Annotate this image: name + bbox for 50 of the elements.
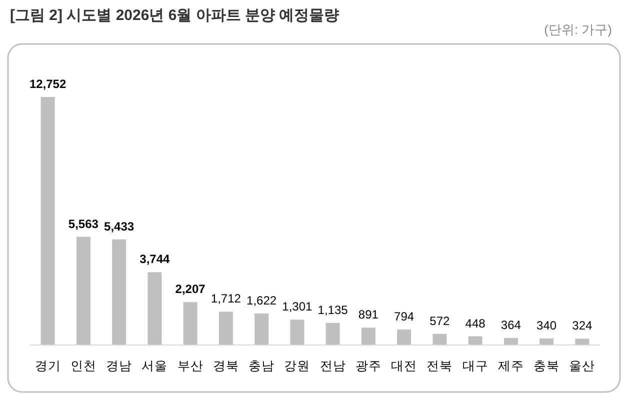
x-tick-label: 서울 — [142, 359, 168, 373]
bar — [326, 322, 340, 345]
x-tick-label: 광주 — [355, 359, 382, 373]
x-tick-label: 인천 — [70, 359, 96, 373]
x-tick-label: 전남 — [320, 359, 346, 373]
data-label: 364 — [500, 318, 522, 332]
data-label: 1,622 — [246, 293, 277, 308]
x-tick-label: 부산 — [177, 359, 204, 373]
bar — [148, 272, 162, 345]
bar — [540, 338, 554, 345]
data-label: 1,712 — [210, 292, 242, 306]
x-tick-label: 대전 — [391, 359, 418, 373]
text: (단위: 가구) — [544, 22, 612, 37]
bar — [218, 312, 233, 345]
chart-title: [그림 2] 시도별 2026년 6월 아파트 분양 예정물량 — [10, 7, 340, 24]
bar — [504, 338, 518, 345]
data-label: 1,135 — [318, 302, 348, 317]
data-label: 1,301 — [282, 300, 313, 314]
data-label: 12,752 — [29, 77, 66, 91]
x-tick-label: 충남 — [248, 359, 275, 373]
x-tick-label: 경기 — [34, 359, 61, 373]
data-label: 3,744 — [140, 252, 170, 266]
bar — [361, 328, 376, 345]
bar — [575, 338, 590, 345]
bar — [397, 330, 412, 345]
data-label: 891 — [358, 308, 379, 322]
bar — [290, 320, 304, 345]
data-label: 2,207 — [175, 282, 206, 296]
data-label: 5,433 — [104, 219, 134, 234]
data-label: 794 — [394, 310, 414, 324]
bar — [183, 302, 198, 345]
bar — [468, 336, 482, 345]
bar — [112, 239, 126, 345]
x-tick-label: 전북 — [426, 359, 453, 373]
data-label: 448 — [465, 316, 486, 330]
data-label: 324 — [572, 318, 593, 333]
bar — [254, 313, 269, 345]
bar — [432, 334, 447, 345]
bar — [40, 97, 55, 345]
x-tick-label: 경남 — [106, 359, 132, 373]
x-tick-label: 경북 — [212, 359, 239, 373]
data-label: 572 — [430, 314, 450, 328]
x-tick-label: 대구 — [462, 359, 488, 373]
bar — [76, 236, 90, 345]
data-label: 340 — [536, 318, 557, 332]
data-label: 5,563 — [68, 216, 99, 231]
x-tick-label: 충북 — [534, 359, 560, 373]
x-tick-label: 울산 — [569, 359, 596, 373]
x-tick-label: 강원 — [284, 359, 310, 373]
x-tick-label: 제주 — [498, 359, 524, 373]
